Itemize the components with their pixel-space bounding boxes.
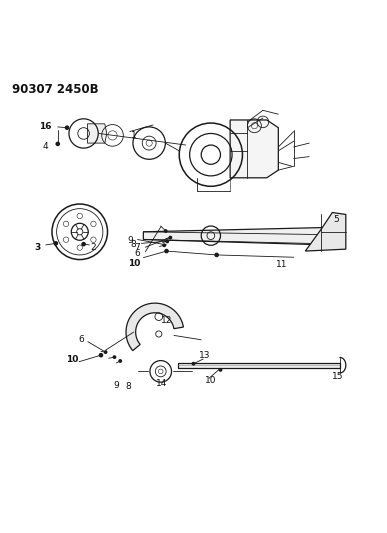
Circle shape — [81, 242, 86, 246]
Text: 4: 4 — [42, 142, 48, 151]
Circle shape — [118, 359, 122, 363]
Polygon shape — [178, 363, 340, 368]
Text: 1: 1 — [131, 131, 137, 140]
Circle shape — [53, 241, 58, 246]
Circle shape — [162, 244, 166, 247]
Text: 8: 8 — [131, 240, 137, 248]
Circle shape — [104, 350, 108, 354]
Text: 6: 6 — [78, 335, 84, 344]
Text: 9: 9 — [113, 381, 119, 390]
Text: 10: 10 — [128, 259, 140, 268]
Circle shape — [164, 249, 169, 253]
Circle shape — [55, 142, 60, 146]
Text: 5: 5 — [333, 215, 339, 223]
Text: 2: 2 — [91, 244, 96, 253]
Text: 10: 10 — [66, 356, 78, 365]
Circle shape — [219, 368, 223, 372]
Polygon shape — [87, 124, 107, 143]
Text: 12: 12 — [161, 316, 172, 325]
Polygon shape — [126, 303, 183, 351]
Polygon shape — [305, 213, 346, 251]
Text: 11: 11 — [276, 260, 288, 269]
Text: 8: 8 — [125, 382, 131, 391]
Circle shape — [214, 253, 219, 257]
Polygon shape — [143, 227, 340, 245]
Circle shape — [164, 229, 168, 233]
Circle shape — [192, 362, 195, 366]
Text: 90307 2450B: 90307 2450B — [12, 83, 99, 96]
Text: 9: 9 — [127, 236, 133, 245]
Text: 15: 15 — [332, 372, 344, 381]
Text: 7: 7 — [135, 244, 140, 253]
Circle shape — [99, 353, 103, 358]
Circle shape — [113, 355, 116, 359]
Text: 10: 10 — [205, 376, 217, 385]
Circle shape — [65, 125, 69, 130]
Text: 16: 16 — [39, 123, 51, 132]
Text: 6: 6 — [135, 249, 140, 259]
Text: 13: 13 — [199, 351, 211, 360]
Circle shape — [165, 239, 169, 244]
Text: 3: 3 — [34, 244, 41, 253]
Polygon shape — [230, 120, 278, 178]
Text: 14: 14 — [156, 379, 168, 388]
Circle shape — [168, 236, 172, 239]
